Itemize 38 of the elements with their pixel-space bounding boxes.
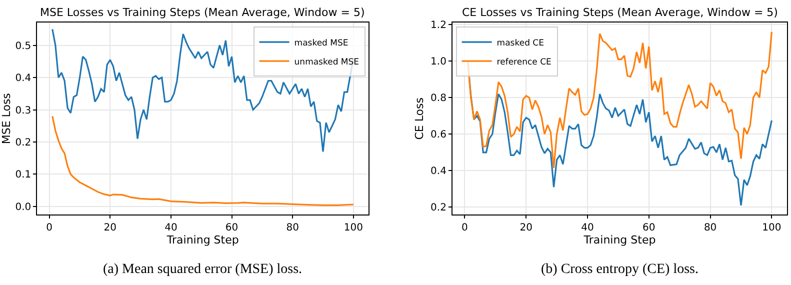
y-tick-label: 0.4 (15, 73, 32, 84)
legend-label: reference CE (496, 57, 552, 68)
line-series (52, 115, 354, 206)
x-axis-title: Training Step (166, 234, 239, 246)
y-axis-title: MSE Loss (0, 92, 13, 144)
x-tick-label: 60 (225, 222, 238, 234)
legend-label: masked CE (496, 38, 544, 48)
y-tick-label: 0.0 (15, 202, 32, 213)
y-tick-label: 0.5 (15, 40, 32, 52)
y-tick-label: 0.2 (15, 137, 32, 148)
chart-title: CE Losses vs Training Steps (Mean Average, Window = 5) (462, 6, 778, 19)
x-tick-label: 20 (104, 222, 117, 234)
x-tick-label: 40 (164, 222, 178, 234)
y-tick-label: 0.1 (15, 170, 32, 181)
x-tick-label: 20 (520, 222, 532, 234)
x-tick-label: 0 (462, 222, 468, 234)
x-tick-label: 100 (762, 222, 782, 234)
y-tick-label: 0.8 (430, 93, 446, 104)
x-tick-label: 0 (46, 222, 53, 234)
x-tick-label: 100 (344, 222, 363, 234)
legend-label: unmasked MSE (294, 57, 360, 68)
x-axis-title: Training Step (582, 234, 656, 246)
x-tick-label: 40 (581, 222, 594, 234)
line-series (467, 31, 772, 169)
y-tick-label: 0.4 (430, 166, 446, 178)
y-tick-label: 0.2 (430, 202, 446, 214)
y-axis-title: CE Loss (413, 97, 426, 140)
y-tick-label: 0.6 (430, 130, 446, 141)
text: (a) Mean squared error (MSE) loss. (103, 262, 302, 277)
y-tick-label: 0.3 (15, 105, 32, 116)
legend-label: masked MSE (294, 38, 348, 48)
text: (b) Cross entropy (CE) loss. (541, 262, 698, 277)
x-tick-label: 60 (642, 222, 656, 234)
y-tick-label: 1.0 (430, 56, 446, 68)
chart-title: MSE Losses vs Training Steps (Mean Average, Window = 5) (40, 6, 365, 19)
y-tick-label: 1.2 (430, 20, 446, 32)
x-tick-label: 80 (286, 222, 299, 234)
x-tick-label: 80 (704, 222, 717, 234)
